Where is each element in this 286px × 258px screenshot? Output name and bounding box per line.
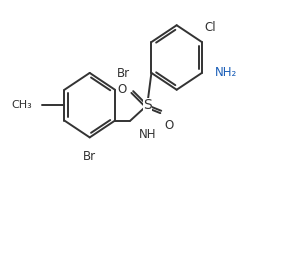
Text: NH₂: NH₂ [214,66,237,79]
Text: O: O [117,83,126,96]
Text: CH₃: CH₃ [11,100,32,110]
Text: Br: Br [117,67,130,80]
Text: NH: NH [139,128,156,141]
Text: Br: Br [83,150,96,163]
Text: S: S [143,98,152,112]
Text: Cl: Cl [204,21,216,34]
Text: O: O [164,119,173,132]
